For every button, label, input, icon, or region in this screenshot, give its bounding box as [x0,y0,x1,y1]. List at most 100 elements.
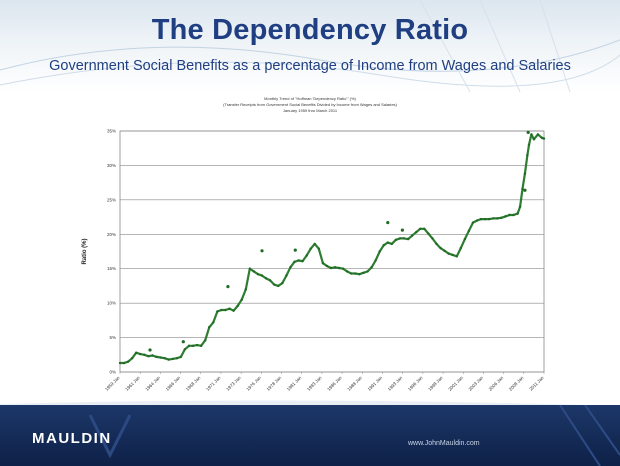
data-point [191,344,195,348]
data-point [281,281,284,285]
chart-heading-line-1: Monthly Trend of "Hoffman 'Dependency Ra… [264,96,356,101]
series-line [120,133,545,365]
data-point [244,288,247,291]
data-point [483,217,487,221]
data-point [240,298,243,301]
data-point [183,348,187,351]
data-point [542,137,546,140]
data-point [479,217,483,221]
data-point [122,361,126,365]
data-point [309,247,312,250]
data-point [459,246,463,250]
data-point [419,227,422,230]
x-tick-label: 1964 Jan [144,375,161,392]
x-tick-label: 2001 Jan [447,375,464,392]
x-tick-label: 1961 Jan [124,375,141,392]
data-point [410,234,414,237]
data-point [512,213,515,217]
data-point [394,238,398,241]
data-point [390,242,394,246]
y-tick-label: 20% [107,232,116,237]
data-point [358,273,361,276]
x-tick-label: 1968 Jan [185,375,202,392]
data-point [532,138,536,141]
x-tick-label: 1971 Jan [205,375,222,392]
x-tick-label: 1991 Jan [367,375,384,392]
plot-frame [119,130,545,373]
data-point [317,247,321,250]
data-point [370,266,373,269]
data-point [151,354,154,357]
slide-title: The Dependency Ratio [151,14,469,46]
data-point [220,308,223,312]
data-point [447,252,450,255]
data-point [285,274,288,277]
data-point [260,274,264,277]
footer-url: www.JohnMauldin.com [408,440,480,447]
data-point [496,217,499,220]
data-point [264,277,268,280]
data-point [516,212,519,215]
data-point [277,284,280,288]
data-point [135,351,138,354]
data-point [386,241,389,244]
data-point [398,237,402,240]
data-point [187,344,191,348]
data-point [382,244,385,247]
data-point [147,354,150,358]
data-point [500,216,503,219]
data-point [521,187,524,191]
data-point [208,326,211,329]
data-point [540,136,544,140]
dependency-ratio-chart: 0%5%10%15%20%25%30%35% 1959 Jan 1961 Jan 1… [82,129,546,392]
slide-subtitle: Government Social Benefits as a percenta… [49,58,571,74]
data-point [536,133,540,136]
data-point [341,267,345,270]
header-decoration [0,0,620,92]
data-point [167,358,170,361]
data-point [179,355,183,359]
data-point [289,266,292,269]
data-point [374,259,377,262]
data-point [518,205,522,208]
data-point [439,246,442,250]
data-point [406,237,410,241]
marker-point [226,285,230,289]
data-point [350,272,353,275]
x-tick-label: 1959 Jan [104,375,121,392]
data-point [268,279,272,282]
marker-point [523,188,527,192]
data-point [402,237,406,240]
x-tick-label: 1993 Jan [387,375,404,392]
data-point [228,307,231,310]
x-tick-label: 1988 Jan [346,375,363,392]
x-tick-label: 2006 Jan [488,375,505,392]
data-point [321,262,325,265]
data-point [297,259,300,262]
y-tick-label: 0% [109,370,116,375]
data-point [139,352,142,356]
x-tick-label: 1998 Jan [427,375,444,392]
x-tick-label: 1996 Jan [407,375,424,392]
marker-point [181,340,185,344]
data-point [175,357,179,360]
x-tick-label: 2011 Jan [528,375,545,392]
data-point [346,270,349,273]
data-point [204,339,207,342]
marker-point [148,348,152,352]
data-point [414,231,418,234]
data-point [163,357,166,360]
chart-heading-line-2: (Transfer Receipts from Government Socia… [223,102,397,107]
data-point [118,361,122,365]
data-point [488,217,491,221]
data-point [435,242,438,246]
y-axis-label: Ratio (%) [82,239,88,265]
data-point [272,283,276,286]
data-point [523,172,527,175]
data-point [354,272,357,275]
footer-bar [0,405,620,466]
y-tick-label: 5% [109,335,116,340]
data-point [195,343,199,347]
x-tick-label: 1983 Jan [306,375,323,392]
